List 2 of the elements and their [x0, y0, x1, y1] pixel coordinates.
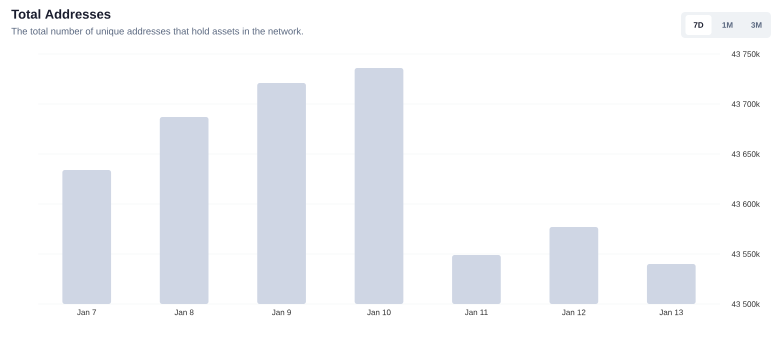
chart-title: Total Addresses	[11, 9, 110, 19]
chart-subtitle: The total number of unique addresses that hold assets in the network.	[11, 28, 303, 36]
